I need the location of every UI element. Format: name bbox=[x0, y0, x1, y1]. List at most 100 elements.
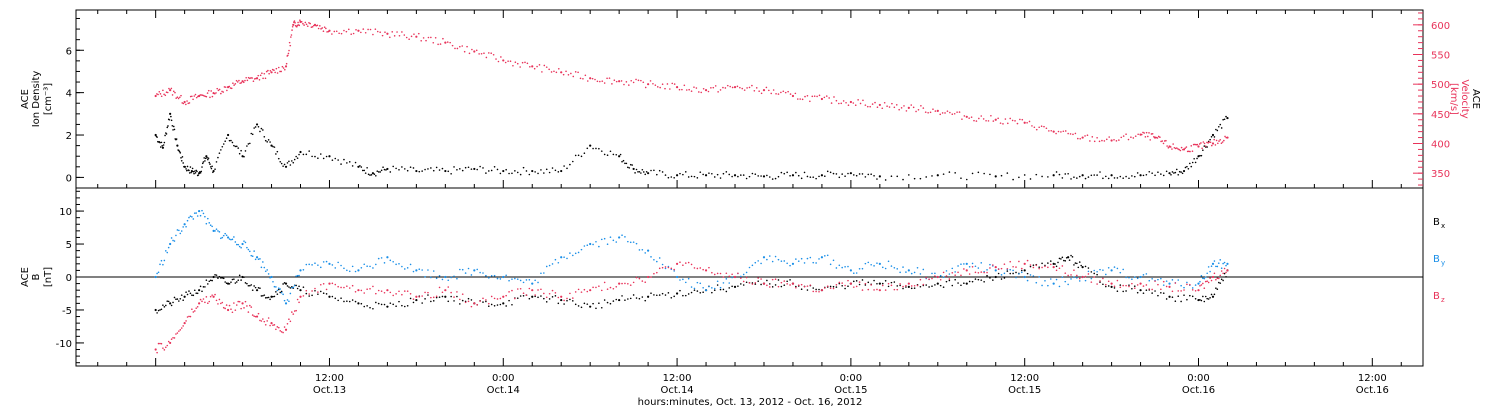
bx-fill-point bbox=[424, 298, 426, 300]
density-point bbox=[284, 165, 288, 168]
density-fill-point bbox=[737, 175, 739, 178]
bx-fill-point bbox=[884, 279, 887, 282]
density-fill-point bbox=[806, 175, 809, 178]
bx-fill-point bbox=[372, 307, 374, 310]
density-fill-point bbox=[302, 153, 305, 156]
velocity-fill-point bbox=[1173, 146, 1176, 149]
by-fill-point bbox=[551, 263, 554, 265]
bx-fill-point bbox=[760, 283, 762, 286]
velocity-fill-point bbox=[1108, 136, 1110, 138]
velocity-fill-point bbox=[284, 68, 286, 71]
density-fill-point bbox=[496, 168, 499, 171]
density-fill-point bbox=[456, 168, 458, 171]
bz-fill-point bbox=[722, 276, 725, 278]
by-fill-point bbox=[487, 277, 490, 279]
velocity-fill-point bbox=[917, 108, 920, 111]
by-fill-point bbox=[867, 261, 870, 264]
velocity-fill-point bbox=[1175, 147, 1178, 149]
bx-fill-point bbox=[392, 303, 394, 306]
bx-fill-point bbox=[690, 291, 693, 294]
bx-fill-point bbox=[176, 298, 179, 300]
density-fill-point bbox=[275, 153, 277, 155]
bx-fill-point bbox=[963, 282, 965, 285]
velocity-fill-point bbox=[739, 86, 741, 89]
by-fill-point bbox=[254, 258, 257, 261]
bz-fill-point bbox=[1041, 266, 1043, 269]
velocity-fill-point bbox=[741, 87, 744, 90]
bz-fill-point bbox=[180, 327, 183, 329]
bz-fill-point bbox=[687, 261, 690, 264]
density-fill-point bbox=[1148, 170, 1151, 173]
bx-fill-point bbox=[189, 292, 192, 295]
velocity-fill-point bbox=[828, 97, 830, 99]
bx-fill-point bbox=[1012, 272, 1014, 275]
density-point bbox=[1226, 116, 1229, 120]
bz-fill-point bbox=[858, 281, 861, 283]
by-fill-point bbox=[664, 267, 667, 270]
velocity-fill-point bbox=[1218, 140, 1220, 142]
velocity-fill-point bbox=[1040, 125, 1043, 127]
top-left-tick-label: 0 bbox=[66, 173, 72, 184]
by-fill-point bbox=[218, 231, 221, 233]
velocity-fill-point bbox=[1192, 143, 1195, 146]
velocity-fill-point bbox=[823, 96, 826, 99]
velocity-fill-point bbox=[369, 28, 372, 31]
by-fill-point bbox=[1078, 280, 1081, 282]
by-fill-point bbox=[235, 243, 238, 246]
density-point bbox=[1182, 169, 1186, 173]
by-fill-point bbox=[687, 277, 690, 280]
bz-fill-point bbox=[760, 278, 762, 280]
bx-point bbox=[1067, 256, 1070, 259]
bx-fill-point bbox=[974, 278, 977, 280]
bx-fill-point bbox=[957, 282, 959, 284]
density-fill-point bbox=[627, 166, 629, 169]
velocity-fill-point bbox=[1185, 146, 1188, 148]
by-fill-point bbox=[230, 238, 232, 241]
bx-fill-point bbox=[246, 282, 248, 285]
bz-point bbox=[1226, 269, 1229, 272]
velocity-fill-point bbox=[968, 117, 970, 119]
by-fill-point bbox=[522, 281, 525, 284]
density-fill-point bbox=[615, 153, 618, 156]
bz-point bbox=[502, 295, 505, 298]
bx-fill-point bbox=[832, 285, 835, 288]
density-fill-point bbox=[628, 167, 631, 169]
by-fill-point bbox=[934, 272, 936, 275]
by-fill-point bbox=[780, 260, 783, 262]
by-fill-point bbox=[1203, 277, 1206, 280]
by-fill-point bbox=[447, 279, 450, 282]
by-fill-point bbox=[1191, 287, 1194, 289]
bz-point bbox=[936, 275, 939, 279]
density-fill-point bbox=[225, 137, 228, 140]
bx-fill-point bbox=[942, 286, 945, 288]
density-fill-point bbox=[212, 171, 214, 174]
by-fill-point bbox=[876, 262, 878, 264]
bx-fill-point bbox=[334, 297, 337, 300]
bx-fill-point bbox=[919, 285, 922, 288]
velocity-fill-point bbox=[217, 89, 220, 92]
bx-fill-point bbox=[682, 294, 684, 297]
by-fill-point bbox=[954, 271, 956, 273]
bz-point bbox=[212, 295, 215, 298]
density-fill-point bbox=[960, 177, 962, 179]
bx-fill-point bbox=[548, 298, 551, 300]
density-fill-point bbox=[908, 174, 910, 176]
bz-fill-point bbox=[731, 273, 733, 276]
x-tick-time-label: 0:00 bbox=[1187, 373, 1209, 384]
bz-fill-point bbox=[716, 272, 719, 275]
bx-fill-point bbox=[543, 297, 545, 300]
density-fill-point bbox=[838, 176, 841, 179]
by-fill-point bbox=[276, 289, 279, 292]
velocity-fill-point bbox=[765, 86, 768, 89]
velocity-fill-point bbox=[1177, 148, 1179, 150]
velocity-fill-point bbox=[347, 28, 350, 31]
density-fill-point bbox=[740, 174, 742, 176]
bz-fill-point bbox=[209, 295, 212, 298]
by-fill-point bbox=[298, 274, 300, 277]
velocity-fill-point bbox=[550, 71, 553, 73]
bz-fill-point bbox=[696, 267, 699, 270]
by-fill-point bbox=[569, 252, 571, 254]
bz-fill-point bbox=[459, 298, 461, 301]
bx-fill-point bbox=[716, 284, 719, 286]
bx-fill-point bbox=[308, 295, 310, 297]
